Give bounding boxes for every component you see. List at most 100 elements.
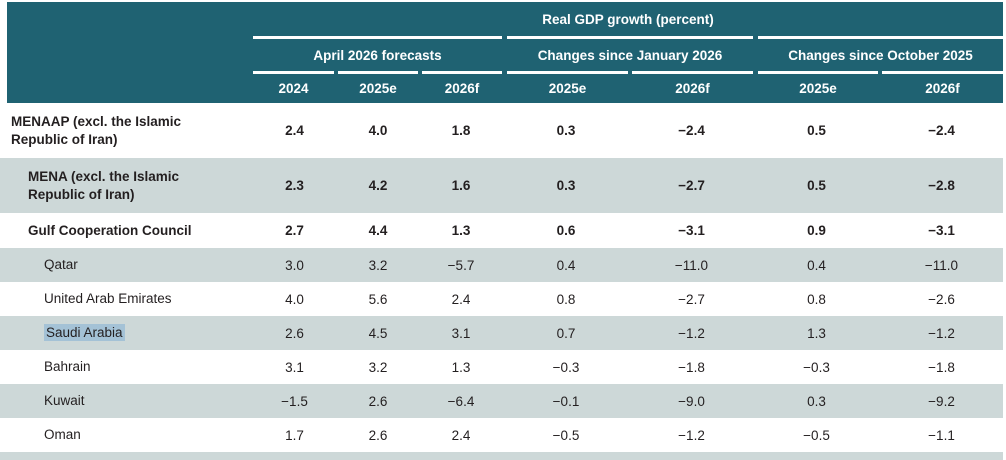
cell-value: −11.0	[674, 257, 709, 273]
cell-value: 5.6	[368, 291, 388, 307]
column-header-2026f-oct: 2026f	[925, 81, 960, 96]
cell-value: −6.4	[447, 393, 475, 409]
cell-value: −3.1	[678, 223, 705, 238]
group-header-changes-since-october-2025: Changes since October 2025	[788, 47, 973, 63]
row-label: Saudi Arabia	[0, 324, 253, 342]
cell-value: 2.4	[451, 291, 471, 307]
cell-value: 3.2	[368, 257, 388, 273]
column-header-2026f-jan: 2026f	[675, 81, 710, 96]
cell-value: −2.7	[678, 291, 705, 307]
cell-value: −0.5	[803, 427, 830, 443]
cell-value: 2.6	[285, 325, 304, 341]
cell-value: 4.0	[368, 123, 388, 138]
table-header: Real GDP growth (percent) April 2026 for…	[7, 2, 1003, 103]
cell-value: 0.5	[807, 123, 826, 138]
column-header-2024: 2024	[278, 81, 309, 96]
cell-value: 0.3	[556, 178, 576, 193]
cell-value: −2.8	[928, 178, 955, 193]
cell-value: −3.1	[928, 223, 955, 238]
header-rule-col2	[338, 71, 418, 74]
cell-value: 3.0	[285, 257, 304, 273]
cell-value: −1.5	[281, 393, 308, 409]
header-rule-col1	[253, 71, 334, 74]
table-row: Kuwait −1.5 2.6 −6.4 −0.1 −9.0 0.3 −9.2	[0, 384, 1003, 418]
partial-next-row-strip	[0, 452, 1003, 460]
header-rule-col6	[758, 71, 878, 74]
cell-value: 1.7	[285, 427, 304, 443]
cell-value: 2.3	[285, 178, 304, 193]
cell-value: −9.2	[928, 393, 955, 409]
cell-value: 2.4	[285, 123, 304, 138]
cell-value: −2.6	[928, 291, 955, 307]
cell-value: 0.5	[807, 178, 826, 193]
cell-value: −1.1	[928, 427, 955, 443]
header-rule-group3-top	[758, 36, 1003, 39]
cell-value: 3.2	[368, 359, 388, 375]
table-body: MENAAP (excl. the Islamic Republic of Ir…	[0, 103, 1006, 452]
row-label: Bahrain	[44, 359, 91, 375]
cell-value: −5.7	[447, 257, 475, 273]
cell-value: −0.3	[552, 359, 580, 375]
cell-value: 1.3	[451, 223, 471, 238]
cell-value: −11.0	[924, 257, 959, 273]
cell-value: 3.1	[451, 325, 471, 341]
cell-value: 1.8	[451, 123, 471, 138]
cell-value: −9.0	[678, 393, 705, 409]
cell-value: 0.8	[556, 291, 576, 307]
row-label: Gulf Cooperation Council	[28, 222, 192, 238]
cell-value: −2.4	[678, 123, 705, 138]
cell-value: 4.0	[285, 291, 304, 307]
row-label: Oman	[44, 427, 81, 443]
cell-value: −0.5	[552, 427, 580, 443]
table-title: Real GDP growth (percent)	[542, 11, 714, 27]
header-rule-group2-top	[507, 36, 753, 39]
cell-value: 0.4	[807, 257, 826, 273]
cell-value: −1.2	[678, 325, 705, 341]
header-rule-col7	[882, 71, 1003, 74]
cell-value: 0.3	[556, 123, 576, 138]
cell-value: 4.2	[368, 178, 388, 193]
header-rule-col5	[632, 71, 753, 74]
cell-value: 1.3	[807, 325, 826, 341]
cell-value: −0.1	[552, 393, 580, 409]
table-row: United Arab Emirates 4.0 5.6 2.4 0.8 −2.7 0.8 −…	[0, 282, 1003, 316]
group-header-april-2026-forecasts: April 2026 forecasts	[313, 47, 442, 63]
table-row: MENA (excl. the Islamic Republic of Iran…	[0, 158, 1003, 213]
table-row: Bahrain 3.1 3.2 1.3 −0.3 −1.8 −0.3 −1.8	[0, 350, 1003, 384]
row-label: Kuwait	[44, 393, 85, 409]
cell-value: −1.2	[928, 325, 955, 341]
table-row: Gulf Cooperation Council 2.7 4.4 1.3 0.6 −3.1…	[0, 213, 1003, 248]
header-rule-col4	[507, 71, 628, 74]
header-rule-group1-top	[253, 36, 502, 39]
column-header-2026f: 2026f	[444, 81, 480, 96]
cell-value: 0.7	[556, 325, 576, 341]
cell-value: 2.6	[368, 393, 388, 409]
cell-value: 0.9	[807, 223, 826, 238]
table-row: MENAAP (excl. the Islamic Republic of Ir…	[0, 103, 1003, 158]
cell-value: 2.4	[451, 427, 471, 443]
cell-value: 0.6	[556, 223, 576, 238]
group-header-changes-since-january-2026: Changes since January 2026	[537, 47, 723, 63]
cell-value: −0.3	[803, 359, 830, 375]
selected-text-highlight[interactable]: Saudi Arabia	[44, 324, 125, 342]
table-row: Saudi Arabia 2.6 4.5 3.1 0.7 −1.2 1.3 −1.2	[0, 316, 1003, 350]
cell-value: 1.3	[451, 359, 471, 375]
row-label: MENA (excl. the Islamic Republic of Iran…	[28, 169, 180, 202]
cell-value: 3.1	[285, 359, 304, 375]
cell-value: 0.3	[807, 393, 826, 409]
table-row: Oman 1.7 2.6 2.4 −0.5 −1.2 −0.5 −1.1	[0, 418, 1003, 452]
cell-value: −2.7	[678, 178, 705, 193]
row-label: United Arab Emirates	[44, 291, 172, 307]
cell-value: 0.4	[556, 257, 576, 273]
table-row: Qatar 3.0 3.2 −5.7 0.4 −11.0 0.4 −11.0	[0, 248, 1003, 282]
cell-value: 1.6	[451, 178, 471, 193]
cell-value: 0.8	[807, 291, 826, 307]
cell-value: −1.2	[678, 427, 705, 443]
cell-value: 4.4	[368, 223, 388, 238]
cell-value: −2.4	[928, 123, 955, 138]
row-label: MENAAP (excl. the Islamic Republic of Ir…	[11, 114, 182, 147]
row-label: Qatar	[44, 257, 78, 273]
cell-value: 4.5	[368, 325, 388, 341]
cell-value: −1.8	[928, 359, 955, 375]
cell-value: −1.8	[678, 359, 705, 375]
